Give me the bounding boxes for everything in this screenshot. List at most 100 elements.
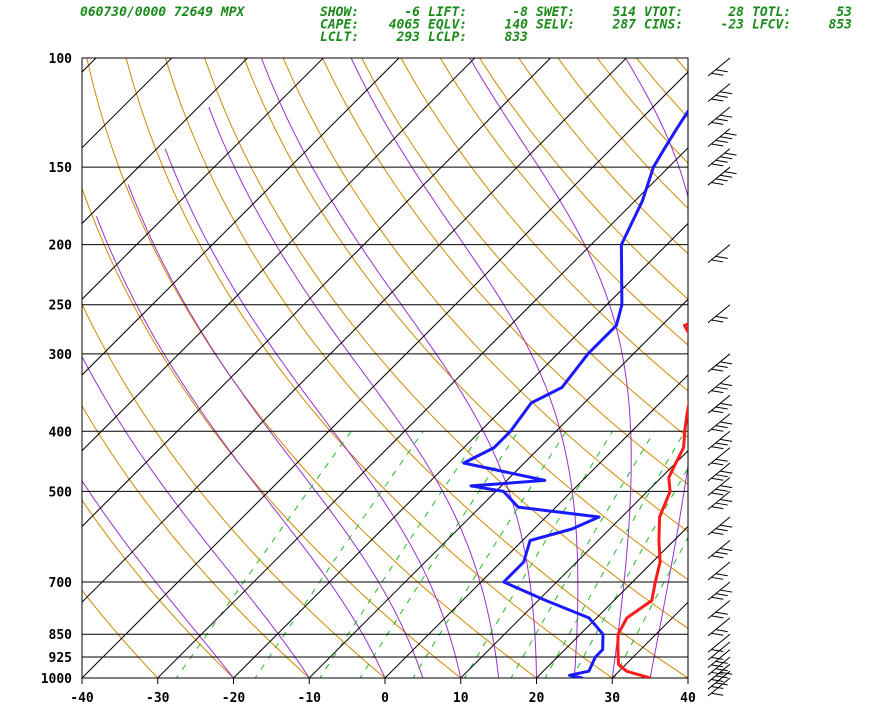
barb-flag [711, 390, 724, 394]
index-value: 140 [505, 18, 529, 33]
wind-barb [707, 447, 731, 466]
index-value: -8 [512, 5, 528, 20]
dry-adiabat [754, 58, 895, 691]
dry-adiabat [243, 58, 688, 581]
index-value: 514 [613, 5, 637, 20]
wind-barb [707, 540, 733, 559]
pressure-label-925: 925 [49, 651, 72, 666]
barb-flag [711, 649, 724, 653]
barb-flag [720, 438, 733, 442]
barb-flag [711, 678, 724, 682]
dry-adiabat [675, 58, 688, 73]
wind-barb [707, 561, 731, 581]
barb-flag [715, 159, 728, 163]
wind-barb [707, 477, 733, 496]
barb-flag [715, 69, 728, 73]
barb-flag [715, 458, 728, 462]
index-label: SWET: [536, 5, 575, 20]
barb-flag [711, 477, 724, 481]
wind-barb [707, 600, 731, 619]
barb-flag [724, 171, 737, 175]
barb-flag [711, 671, 724, 675]
barb-flag [715, 573, 728, 577]
moist-adiabat [95, 216, 386, 678]
pressure-label-150: 150 [49, 161, 73, 176]
isotherm [611, 601, 688, 678]
mixing-ratio-line [412, 431, 567, 678]
barb-flag [720, 91, 733, 95]
dry-adiabat [82, 405, 311, 678]
barb-flag [720, 548, 733, 552]
pressure-label-400: 400 [49, 425, 73, 440]
barb-flag [711, 685, 724, 689]
mixing-ratio-line [544, 431, 686, 678]
dry-adiabat [794, 58, 895, 691]
wind-barb [707, 490, 733, 510]
mixing-ratio-line [254, 431, 424, 678]
barb-flag [715, 502, 728, 506]
wind-barb [707, 83, 733, 103]
station-id-line: 060730/0000 72649 MPX [80, 5, 246, 20]
isotherm [82, 58, 628, 603]
index-value: 53 [836, 5, 852, 20]
index-value: 293 [396, 30, 421, 45]
wind-barb [707, 617, 731, 637]
barb-flag [715, 660, 728, 664]
index-value: -23 [721, 18, 745, 33]
wind-barb [707, 677, 731, 697]
barb-staff [707, 617, 731, 637]
index-label: VTOT: [644, 5, 683, 20]
barb-flag [715, 629, 728, 633]
barb-flag [720, 156, 733, 160]
barb-flag [711, 319, 724, 323]
dry-adiabat [321, 58, 688, 485]
barb-flag [715, 488, 728, 492]
mixing-ratio-line [510, 431, 655, 678]
wind-barb [707, 304, 731, 324]
barb-flag [711, 576, 724, 580]
index-label: SELV: [536, 18, 575, 33]
barb-flag [711, 259, 724, 263]
index-label: LIFT: [428, 5, 467, 20]
barb-flag [715, 425, 728, 429]
isotherm [82, 58, 325, 300]
barb-flag [720, 114, 733, 118]
wind-barb [707, 670, 731, 690]
barb-flag [711, 121, 724, 125]
index-label: LCLP: [428, 30, 467, 45]
wind-barb [707, 394, 733, 414]
temp-label-0: 0 [381, 691, 389, 706]
temperature-trace [616, 322, 688, 678]
mixing-ratio-line [319, 431, 483, 678]
temp-label--40: -40 [70, 691, 94, 706]
stability-header: 060730/0000 72649 MPX SHOW: -6 LIFT: -8 SWET:… [80, 5, 852, 45]
barb-flag [711, 615, 724, 619]
barb-flag [715, 94, 728, 98]
temp-label--10: -10 [298, 691, 322, 706]
isotherm [308, 298, 688, 678]
pressure-label-200: 200 [49, 239, 73, 254]
barb-flag [720, 174, 733, 178]
dry-adiabat [400, 58, 688, 392]
barb-flag [711, 368, 724, 372]
dry-adiabat [82, 186, 462, 678]
pressure-label-500: 500 [49, 485, 73, 500]
barb-flag [720, 671, 733, 675]
wind-barb [707, 374, 733, 394]
temp-label-20: 20 [529, 691, 545, 706]
barb-flag [711, 163, 724, 167]
barb-flag [711, 596, 724, 600]
wind-barb [707, 244, 731, 264]
wind-barb [707, 581, 733, 601]
pressure-label-1000: 1000 [41, 672, 72, 687]
barb-flag [720, 589, 733, 593]
temp-label--30: -30 [146, 691, 170, 706]
dry-adiabat [204, 58, 688, 630]
barb-flag [711, 181, 724, 185]
temp-label--20: -20 [222, 691, 246, 706]
barb-flag [720, 421, 733, 425]
wind-barb [707, 430, 733, 450]
barb-flag [715, 682, 728, 686]
wind-barb [707, 462, 733, 482]
